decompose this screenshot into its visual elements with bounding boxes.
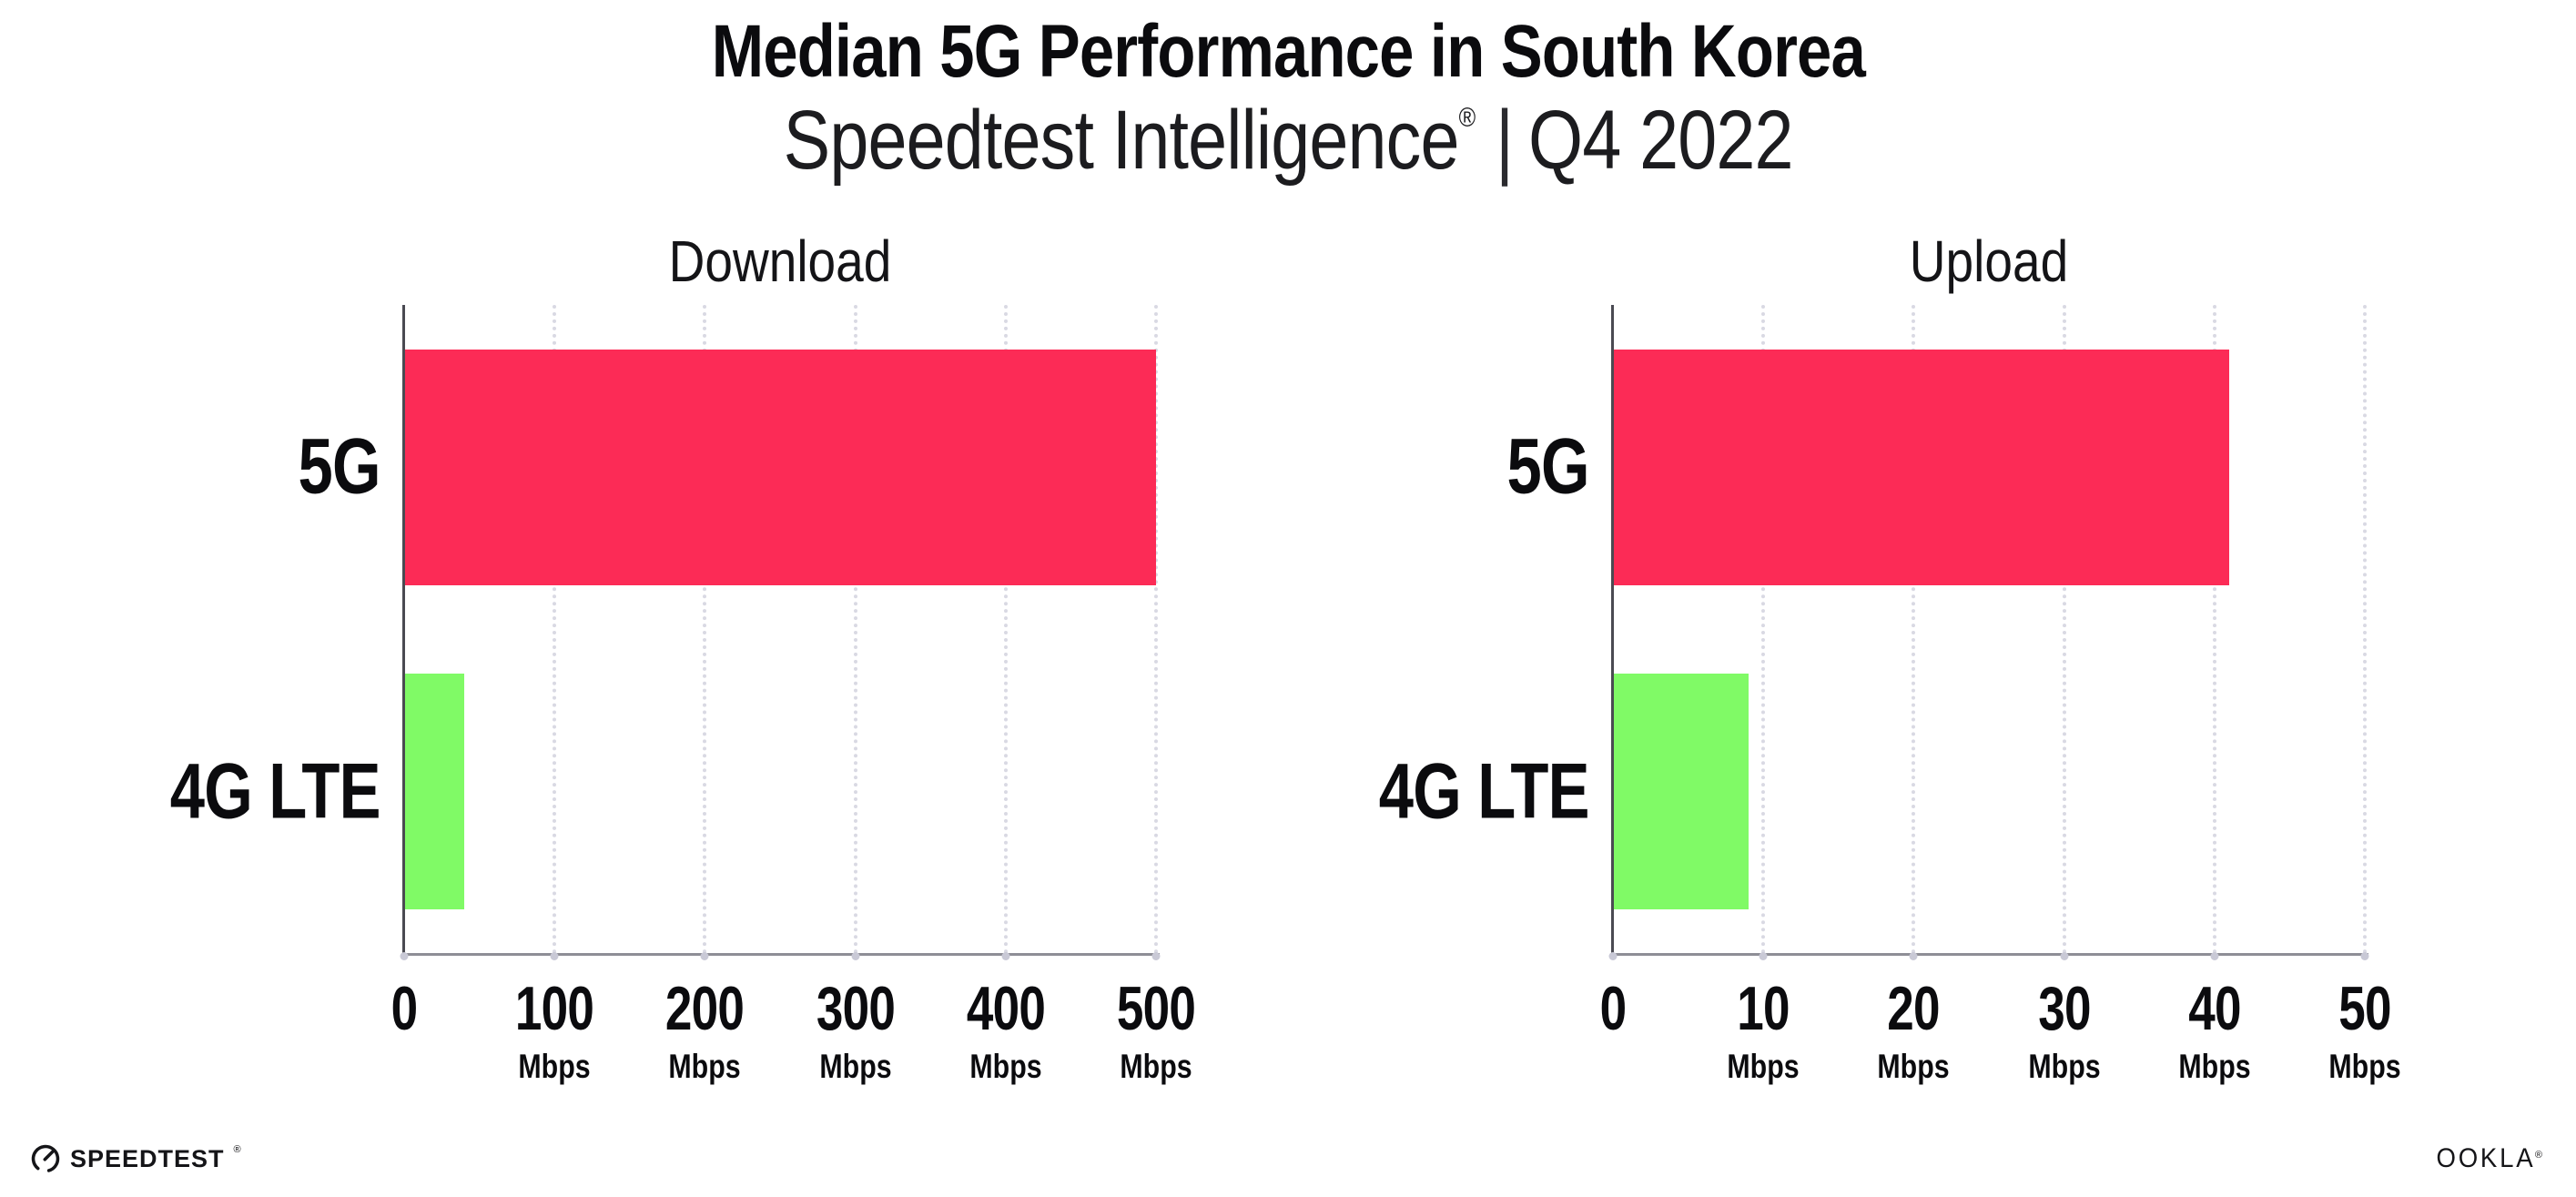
x-tick-unit-300: Mbps bbox=[811, 1048, 899, 1086]
x-tick-unit-500: Mbps bbox=[1112, 1048, 1201, 1086]
gridline-100 bbox=[553, 305, 557, 954]
bar-4g-lte-upload bbox=[1613, 674, 1749, 910]
page-title: Median 5G Performance in South Korea bbox=[0, 13, 2576, 91]
category-label-text: 5G bbox=[298, 422, 381, 511]
x-tick-label-100: 100 bbox=[504, 974, 604, 1043]
x-tick-label-20: 20 bbox=[1881, 974, 1948, 1043]
x-tick-label-10: 10 bbox=[1729, 974, 1797, 1043]
upload-chart: Upload 0 10 Mbps 20 Mbps 30 Mbps 40 Mbps 50 Mbps 5G… bbox=[1379, 230, 2401, 1085]
x-tick-unit-20: Mbps bbox=[1870, 1048, 1958, 1086]
bar-5g-download bbox=[404, 349, 1156, 585]
page-subtitle: Speedtest Intelligence® | Q4 2022 bbox=[0, 95, 2576, 206]
x-tick-value: 0 bbox=[1599, 974, 1628, 1043]
x-tick-value: 400 bbox=[966, 974, 1046, 1043]
x-tick-label-50: 50 bbox=[2331, 974, 2399, 1043]
gridline-10 bbox=[1761, 305, 1766, 954]
x-tick-unit-text: Mbps bbox=[2328, 1048, 2401, 1085]
category-label-4g-lte: 4G LTE bbox=[1326, 746, 1590, 837]
x-tick-label-400: 400 bbox=[956, 974, 1056, 1043]
speedtest-logo: SPEEDTEST ® bbox=[30, 1143, 241, 1174]
x-tick-label-300: 300 bbox=[805, 974, 905, 1043]
x-tick-unit-text: Mbps bbox=[668, 1048, 742, 1085]
x-tick-value: 300 bbox=[816, 974, 896, 1043]
x-tick-unit-text: Mbps bbox=[818, 1048, 892, 1085]
axis-tick-dot-10 bbox=[1759, 952, 1768, 960]
axis-tick-dot-0 bbox=[400, 952, 409, 960]
x-tick-unit-100: Mbps bbox=[511, 1048, 599, 1086]
x-tick-value: 500 bbox=[1116, 974, 1196, 1043]
gridline-300 bbox=[853, 305, 857, 954]
x-tick-value: 20 bbox=[1887, 974, 1941, 1043]
registered-mark: ® bbox=[1458, 103, 1476, 133]
subtitle-inner: Speedtest Intelligence® | Q4 2022 bbox=[783, 94, 1793, 206]
download-chart: Download 0 100 Mbps 200 Mbps 300 Mbps 400 Mbps 50… bbox=[170, 230, 1196, 1085]
x-tick-unit-text: Mbps bbox=[518, 1048, 591, 1085]
x-tick-unit-text: Mbps bbox=[1727, 1048, 1800, 1085]
gridline-400 bbox=[1003, 305, 1008, 954]
x-tick-label-200: 200 bbox=[654, 974, 755, 1043]
gridline-20 bbox=[1912, 305, 1916, 954]
speedtest-gauge-icon bbox=[30, 1143, 61, 1174]
axis-tick-dot-500 bbox=[1151, 952, 1161, 960]
category-label-4g-lte: 4G LTE bbox=[117, 746, 381, 837]
subtitle-period: Q4 2022 bbox=[1527, 94, 1793, 187]
ookla-wordmark: OOKLA bbox=[2435, 1143, 2535, 1173]
x-tick-unit-30: Mbps bbox=[2020, 1048, 2108, 1086]
category-label-text: 5G bbox=[1506, 422, 1590, 511]
x-tick-unit-text: Mbps bbox=[2178, 1048, 2251, 1085]
x-tick-unit-text: Mbps bbox=[2027, 1048, 2101, 1085]
x-tick-unit-10: Mbps bbox=[1719, 1048, 1808, 1086]
x-tick-unit-400: Mbps bbox=[961, 1048, 1050, 1086]
subtitle-separator: | bbox=[1495, 94, 1514, 187]
speedtest-wordmark: SPEEDTEST bbox=[70, 1144, 225, 1172]
x-tick-value: 200 bbox=[665, 974, 745, 1043]
x-tick-unit-40: Mbps bbox=[2170, 1048, 2258, 1086]
x-tick-unit-text: Mbps bbox=[1120, 1048, 1192, 1085]
axis-tick-dot-0 bbox=[1608, 952, 1618, 960]
x-tick-label-30: 30 bbox=[2031, 974, 2098, 1043]
x-tick-label-500: 500 bbox=[1106, 974, 1206, 1043]
page-title-text: Median 5G Performance in South Korea bbox=[711, 10, 1865, 93]
axis-tick-dot-30 bbox=[2060, 952, 2069, 960]
bar-4g-lte-download bbox=[404, 674, 465, 910]
axis-tick-dot-100 bbox=[550, 952, 559, 960]
category-label-text: 4G LTE bbox=[1379, 747, 1590, 836]
x-tick-unit-text: Mbps bbox=[969, 1048, 1042, 1085]
ookla-logo: OOKLA® bbox=[2428, 1143, 2545, 1174]
x-tick-label-0: 0 bbox=[388, 974, 421, 1043]
category-label-5g: 5G bbox=[1486, 422, 1590, 512]
download-chart-title: Download bbox=[668, 228, 892, 294]
upload-chart-title: Upload bbox=[1909, 228, 2069, 294]
category-label-5g: 5G bbox=[278, 422, 381, 512]
x-tick-label-40: 40 bbox=[2181, 974, 2248, 1043]
gridline-40 bbox=[2212, 305, 2216, 954]
x-tick-value: 100 bbox=[515, 974, 594, 1043]
x-tick-value: 10 bbox=[1737, 974, 1790, 1043]
x-tick-value: 40 bbox=[2188, 974, 2241, 1043]
gridline-30 bbox=[2062, 305, 2066, 954]
bar-5g-upload bbox=[1613, 349, 2230, 585]
gridline-50 bbox=[2363, 305, 2367, 954]
gridline-500 bbox=[1154, 305, 1158, 954]
axis-tick-dot-400 bbox=[1001, 952, 1010, 960]
category-label-text: 4G LTE bbox=[170, 747, 381, 836]
axis-tick-dot-20 bbox=[1909, 952, 1918, 960]
x-tick-unit-50: Mbps bbox=[2321, 1048, 2409, 1086]
x-tick-value: 30 bbox=[2037, 974, 2091, 1043]
x-tick-unit-text: Mbps bbox=[1877, 1048, 1951, 1085]
axis-tick-dot-200 bbox=[700, 952, 709, 960]
gridline-200 bbox=[703, 305, 707, 954]
x-tick-value: 50 bbox=[2338, 974, 2391, 1043]
x-tick-value: 0 bbox=[390, 974, 419, 1043]
axis-tick-dot-300 bbox=[851, 952, 860, 960]
x-tick-unit-200: Mbps bbox=[661, 1048, 749, 1086]
axis-tick-dot-50 bbox=[2360, 952, 2369, 960]
subtitle-brand: Speedtest Intelligence bbox=[783, 94, 1459, 187]
x-tick-label-0: 0 bbox=[1597, 974, 1630, 1043]
speedtest-registered-mark: ® bbox=[233, 1144, 241, 1155]
ookla-registered-mark: ® bbox=[2534, 1150, 2545, 1161]
axis-tick-dot-40 bbox=[2210, 952, 2219, 960]
